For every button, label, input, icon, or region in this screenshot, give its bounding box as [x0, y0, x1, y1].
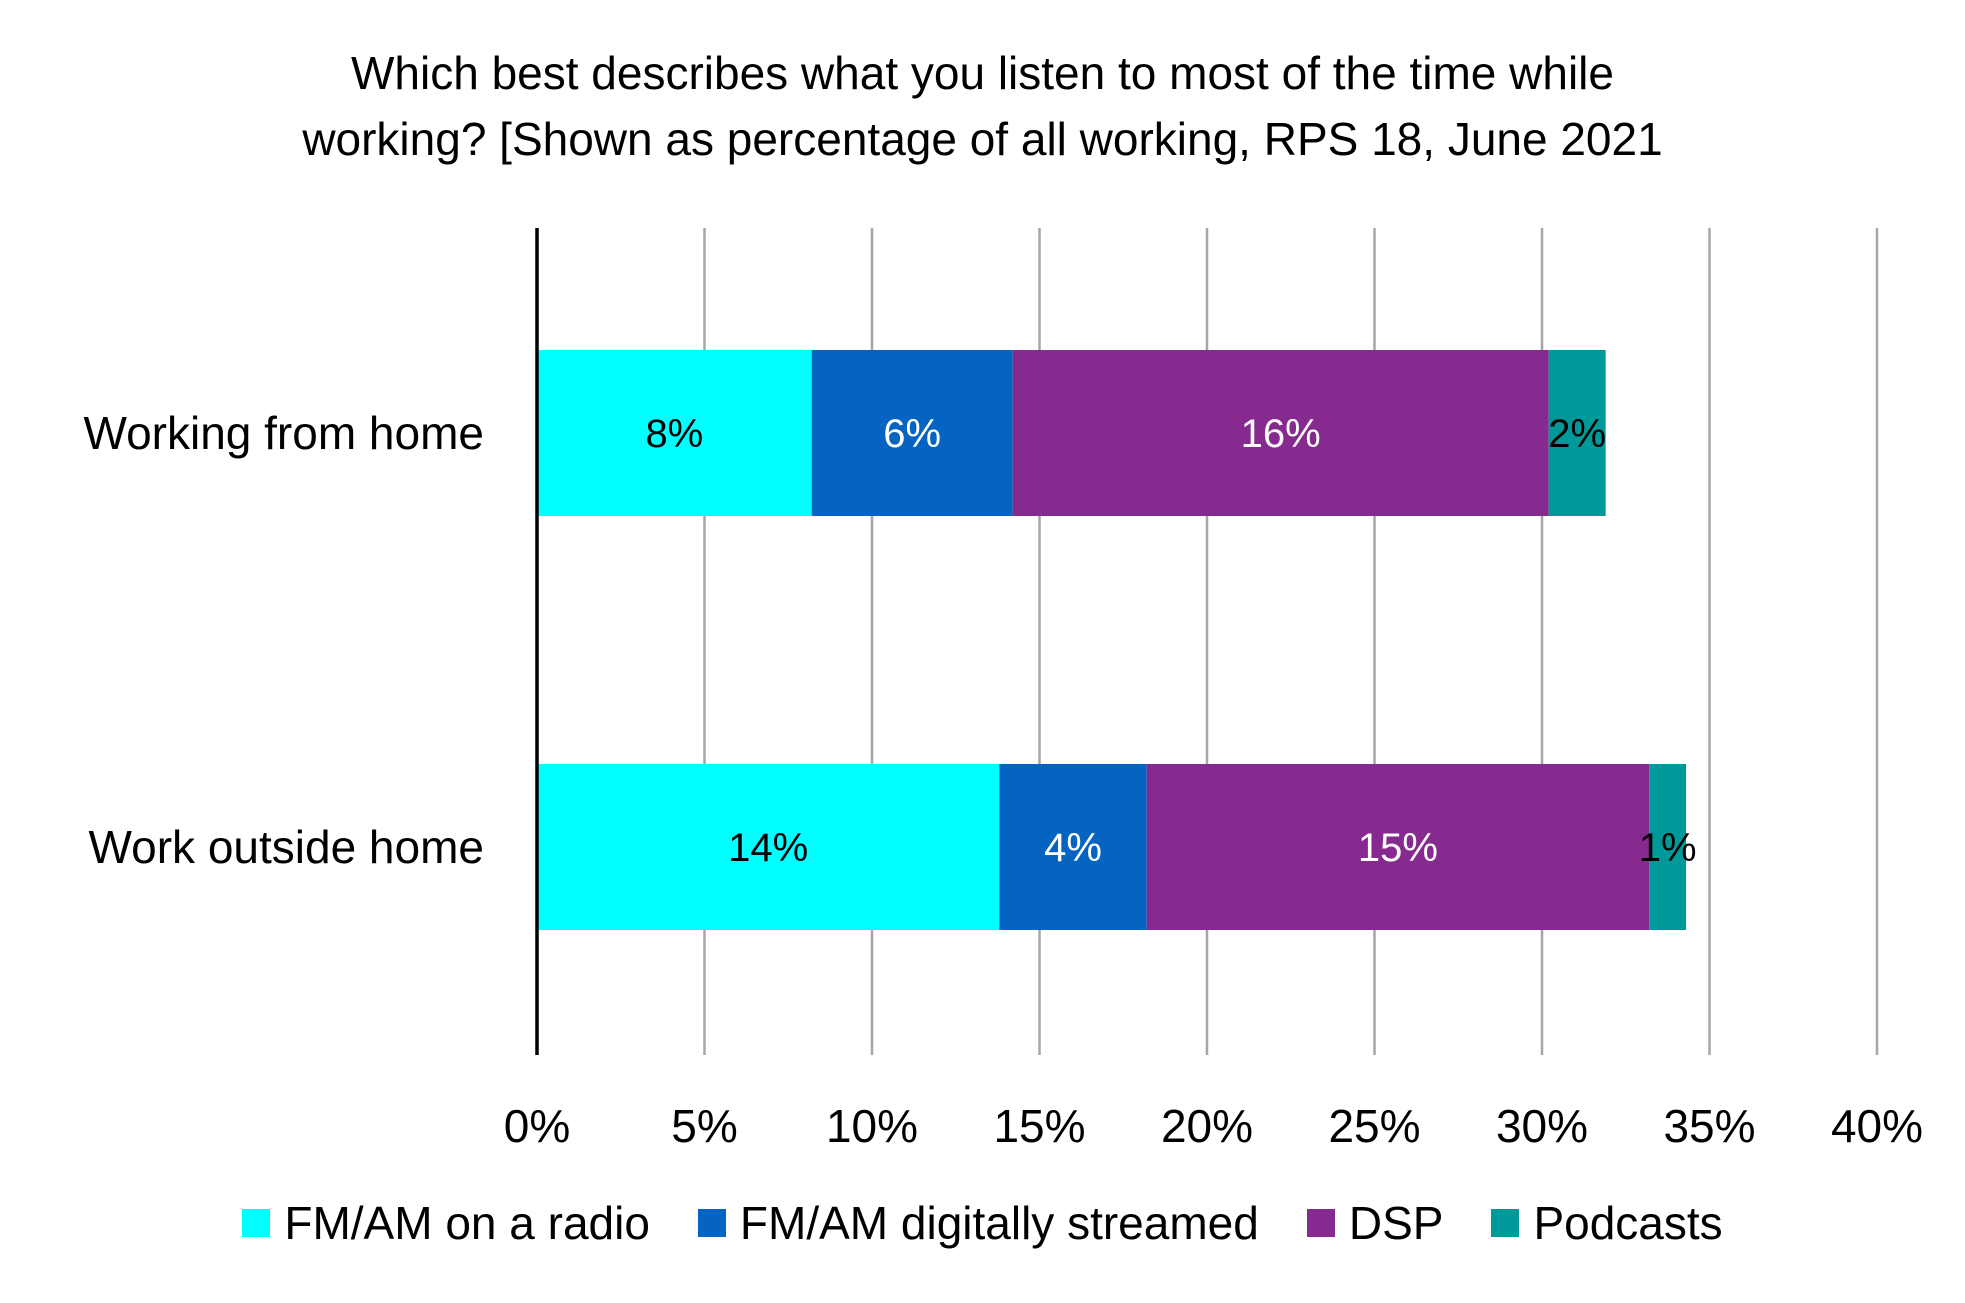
- data-label: 1%: [1639, 826, 1697, 870]
- data-label: 8%: [645, 412, 703, 456]
- x-tick-label: 35%: [1663, 1100, 1755, 1152]
- axes: 0% 5% 10% 15% 20% 25% 30% 35% 40% Working from ho…: [83, 228, 1923, 1152]
- category-label: Working from home: [83, 407, 484, 459]
- x-tick-label: 0%: [504, 1100, 570, 1152]
- data-label: 15%: [1358, 826, 1438, 870]
- data-label: 14%: [728, 826, 808, 870]
- x-tick-label: 25%: [1328, 1100, 1420, 1152]
- x-tick-label: 5%: [671, 1100, 737, 1152]
- bar-segment: [811, 350, 1013, 516]
- x-tick-label: 10%: [826, 1100, 918, 1152]
- x-tick-label: 20%: [1161, 1100, 1253, 1152]
- legend-swatch: [697, 1209, 726, 1237]
- chart-title-line-2: working? [Shown as percentage of all wor…: [302, 113, 1663, 165]
- legend-item: FM/AM on a radio: [242, 1196, 650, 1250]
- data-label: 2%: [1548, 412, 1606, 456]
- bar-segment: [999, 764, 1147, 930]
- bar-segment: [1548, 350, 1606, 516]
- category-label: Work outside home: [89, 821, 484, 873]
- bar-segment: [537, 350, 812, 516]
- data-label: 6%: [883, 412, 941, 456]
- x-tick-label: 40%: [1831, 1100, 1923, 1152]
- x-tick-label: 30%: [1496, 1100, 1588, 1152]
- legend-item: Podcasts: [1491, 1196, 1723, 1250]
- legend-label: FM/AM digitally streamed: [739, 1197, 1259, 1249]
- legend-label: FM/AM on a radio: [284, 1197, 650, 1249]
- chart-title-line-1: Which best describes what you listen to …: [350, 47, 1614, 99]
- legend-swatch: [1491, 1209, 1520, 1237]
- legend-swatch: [242, 1209, 271, 1237]
- legend-swatch: [1306, 1209, 1335, 1237]
- x-tick-label: 15%: [993, 1100, 1085, 1152]
- data-label: 4%: [1044, 826, 1102, 870]
- chart-title: Which best describes what you listen to …: [0, 40, 1965, 172]
- bars: 8% 6% 16% 2% 14% 4% 15% 1%: [537, 350, 1697, 930]
- bar-segment: [1146, 764, 1650, 930]
- legend-item: FM/AM digitally streamed: [697, 1196, 1259, 1250]
- legend-label: Podcasts: [1533, 1197, 1723, 1249]
- legend-label: DSP: [1348, 1197, 1444, 1249]
- bar-segment: [1649, 764, 1687, 930]
- bar-segment: [537, 764, 1000, 930]
- bar-segment: [1012, 350, 1549, 516]
- data-label: 16%: [1241, 412, 1321, 456]
- legend-item: DSP: [1306, 1196, 1444, 1250]
- legend: FM/AM on a radio FM/AM digitally streamed…: [0, 1196, 1965, 1250]
